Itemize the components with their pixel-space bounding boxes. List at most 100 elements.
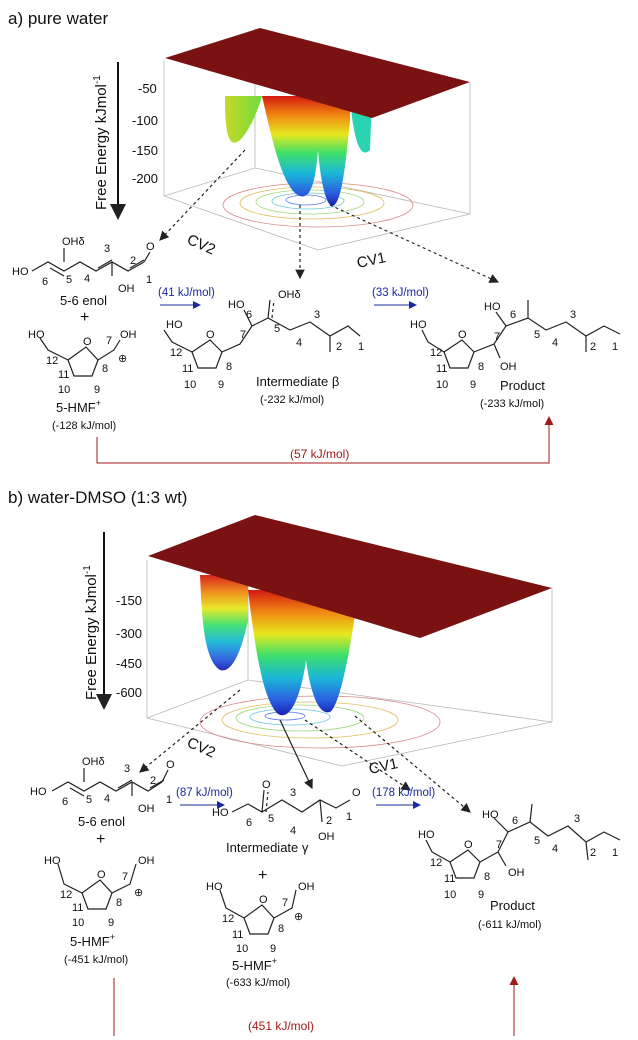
atom-label: OH <box>118 283 135 295</box>
step2-energy: (178 kJ/mol) <box>372 787 435 799</box>
atom-label: HO <box>484 301 501 313</box>
panel-b-enol: OHδ HO O 1 2 3 4 5 6 OH 5-6 enol + <box>30 756 175 848</box>
atom-label: HO <box>12 266 29 278</box>
atom-label: 6 <box>510 309 516 321</box>
intermediate-energy: (-232 kJ/mol) <box>260 394 324 406</box>
panel-b-cv1: CV1 <box>367 755 399 778</box>
atom-label: HO <box>30 786 47 798</box>
plus-sign: + <box>258 867 267 884</box>
atom-label: 4 <box>104 793 110 805</box>
atom-label: 7 <box>106 335 112 347</box>
panel-b-pointers <box>139 689 471 813</box>
hmf-label: 5-HMF+ <box>70 932 115 949</box>
panel-b-overall-energy: (451 kJ/mol) <box>248 1019 314 1033</box>
panel-a-hmf: O HO OH 12 7 ⊕ 11 8 10 9 5-HMF+ (-128 kJ… <box>28 329 137 432</box>
atom-label: 1 <box>166 794 172 806</box>
step2-energy: (33 kJ/mol) <box>372 287 429 299</box>
atom-label: 3 <box>314 309 320 321</box>
atom-label: 1 <box>358 341 364 353</box>
atom-label: 12 <box>170 347 182 359</box>
atom-label: OH <box>120 329 137 341</box>
panel-a-ztick: -50 <box>138 81 157 96</box>
atom-label: OHδ <box>62 236 85 248</box>
atom-label: 3 <box>574 813 580 825</box>
atom-label: HO <box>28 329 45 341</box>
atom-label: 9 <box>478 889 484 901</box>
atom-label: 11 <box>232 929 243 941</box>
atom-label: 8 <box>478 361 484 373</box>
atom-label: 12 <box>430 857 442 869</box>
atom-label: O <box>83 336 92 348</box>
atom-label: 5 <box>268 813 274 825</box>
atom-label: 11 <box>436 363 447 375</box>
hmf2-label: 5-HMF+ <box>232 956 277 973</box>
atom-label: 9 <box>218 379 224 391</box>
step1-energy: (41 kJ/mol) <box>158 287 215 299</box>
panel-a-surface <box>165 28 470 206</box>
atom-label: 2 <box>150 775 156 787</box>
atom-label: 6 <box>512 815 518 827</box>
atom-label: OHδ <box>82 756 105 768</box>
panel-b: b) water-DMSO (1:3 wt) Free Energy kJmol… <box>8 488 621 1036</box>
atom-label: 3 <box>124 763 130 775</box>
panel-a-enol: OHδ HO O 1 2 3 4 5 6 OH 5-6 enol + <box>12 236 155 326</box>
atom-label: 7 <box>122 871 128 883</box>
atom-label: HO <box>206 881 223 893</box>
atom-label: 6 <box>42 276 48 288</box>
atom-label: ⊕ <box>134 887 143 899</box>
atom-label: O <box>206 329 215 341</box>
atom-label: 1 <box>612 847 618 859</box>
product-energy: (-233 kJ/mol) <box>480 398 544 410</box>
product-energy: (-611 kJ/mol) <box>478 919 541 931</box>
atom-label: 12 <box>222 913 234 925</box>
atom-label: 8 <box>102 363 108 375</box>
enol-label: 5-6 enol <box>78 814 125 829</box>
panel-a-title: a) pure water <box>8 9 108 28</box>
atom-label: HO <box>166 319 183 331</box>
atom-label: O <box>352 787 361 799</box>
atom-label: 10 <box>236 943 248 955</box>
product-label: Product <box>490 898 535 913</box>
atom-label: 2 <box>590 847 596 859</box>
atom-label: OH <box>318 831 335 843</box>
panel-a-cv2: CV2 <box>184 231 218 258</box>
hmf-energy: (-128 kJ/mol) <box>52 420 116 432</box>
atom-label: OH <box>500 361 517 373</box>
atom-label: 5 <box>86 794 92 806</box>
step1-energy: (87 kJ/mol) <box>176 787 233 799</box>
panel-b-solid-pointer <box>279 719 313 790</box>
atom-label: 10 <box>58 384 70 396</box>
panel-b-intermediate: O O HO 6 5 3 4 2 1 OH Intermediate γ <box>212 779 361 855</box>
atom-label: 7 <box>494 331 500 343</box>
atom-label: 11 <box>58 369 69 381</box>
panel-b-ztick: -300 <box>116 626 142 641</box>
atom-label: 4 <box>552 337 558 349</box>
atom-label: 10 <box>444 889 456 901</box>
panel-b-ztick: -600 <box>116 685 142 700</box>
panel-b-cv2: CV2 <box>184 734 218 761</box>
atom-label: 12 <box>60 889 72 901</box>
atom-label: 8 <box>116 897 122 909</box>
panel-a-contours <box>222 182 414 228</box>
atom-label: 9 <box>470 379 476 391</box>
atom-label: HO <box>228 299 245 311</box>
intermediate-label: Intermediate γ <box>226 840 309 855</box>
panel-a-intermediate: O HO HO OHδ 12 6 5 3 7 11 8 4 2 1 10 9 I… <box>163 289 364 406</box>
atom-label: OH <box>508 867 525 879</box>
atom-label: HO <box>212 807 229 819</box>
atom-label: 9 <box>108 917 114 929</box>
panel-b-product: O HO HO 6 5 3 12 7 4 11 8 2 1 OH 10 9 Pr… <box>418 803 621 931</box>
atom-label: 3 <box>570 309 576 321</box>
panel-b-title: b) water-DMSO (1:3 wt) <box>8 488 187 507</box>
atom-label: O <box>146 241 155 253</box>
atom-label: 10 <box>184 379 196 391</box>
hmf-energy: (-451 kJ/mol) <box>64 954 128 966</box>
atom-label: OH <box>138 855 155 867</box>
intermediate-label: Intermediate β <box>256 374 339 389</box>
atom-label: 6 <box>246 309 252 321</box>
panel-a-overall-path <box>96 416 554 464</box>
atom-label: 1 <box>346 811 352 823</box>
plus-sign: + <box>80 309 89 326</box>
panel-b-hmf: O HO OH 12 7 ⊕ 11 8 10 9 5-HMF+ (-451 kJ… <box>44 855 155 966</box>
